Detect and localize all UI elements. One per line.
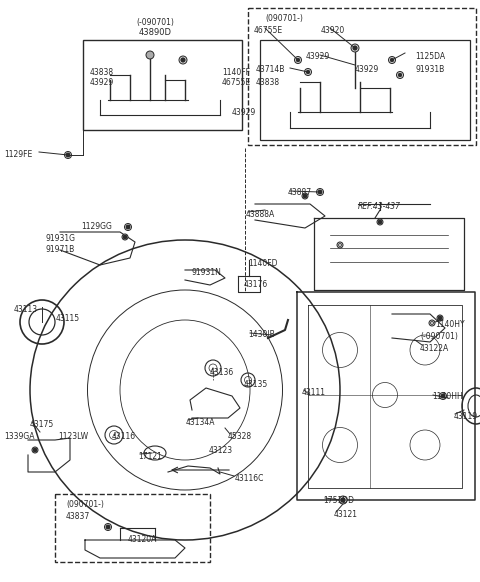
Text: (090701-): (090701-) [265,14,303,23]
Ellipse shape [353,46,357,50]
Ellipse shape [438,316,442,320]
Ellipse shape [123,235,127,239]
Text: 1140HY: 1140HY [435,320,465,329]
Text: 43116: 43116 [112,432,136,441]
Ellipse shape [318,190,322,194]
Ellipse shape [106,525,110,529]
Text: 1129FE: 1129FE [4,150,32,159]
Ellipse shape [146,51,154,59]
Text: 17121: 17121 [138,452,162,461]
Ellipse shape [437,315,443,321]
Text: 45328: 45328 [228,432,252,441]
Ellipse shape [339,496,347,504]
Text: 43116C: 43116C [235,474,264,483]
Ellipse shape [440,392,446,399]
Ellipse shape [307,70,310,73]
Ellipse shape [295,56,301,63]
Text: 1123LW: 1123LW [58,432,88,441]
Text: 43929: 43929 [90,78,114,87]
Text: 43120A: 43120A [128,535,157,544]
Ellipse shape [391,59,394,62]
Ellipse shape [303,194,307,198]
Ellipse shape [33,448,37,452]
Text: 1430JB: 1430JB [248,330,275,339]
Ellipse shape [105,523,111,531]
Text: 43113: 43113 [14,305,38,314]
Text: 43176: 43176 [244,280,268,289]
Text: (-090701): (-090701) [136,18,174,27]
Bar [248,8,476,145]
Ellipse shape [179,56,187,64]
Text: (-090701): (-090701) [420,332,458,341]
Ellipse shape [126,225,130,229]
Text: 43929: 43929 [232,108,256,117]
Text: 43135: 43135 [244,380,268,389]
Ellipse shape [398,73,401,76]
Text: 43838: 43838 [90,68,114,77]
Ellipse shape [341,498,345,502]
Text: 43119: 43119 [454,412,478,421]
Text: REF.43-437: REF.43-437 [358,202,401,211]
Ellipse shape [388,56,396,63]
Text: 43890D: 43890D [139,28,171,37]
Bar [260,40,470,140]
Text: 43115: 43115 [56,314,80,323]
Text: 91931N: 91931N [192,268,222,277]
Ellipse shape [378,220,382,224]
Bar [55,494,210,562]
Text: 43837: 43837 [66,512,90,521]
Text: 43920: 43920 [321,26,345,35]
Ellipse shape [316,189,324,196]
Ellipse shape [32,447,38,453]
Ellipse shape [441,394,445,398]
Ellipse shape [429,320,435,326]
Ellipse shape [337,242,343,248]
Text: 91971B: 91971B [46,245,75,254]
Text: 1140FD: 1140FD [248,259,277,268]
Ellipse shape [124,223,132,230]
Ellipse shape [351,44,359,52]
Ellipse shape [64,151,72,158]
Ellipse shape [302,193,308,199]
Text: 46755E: 46755E [222,78,251,87]
Text: 46755E: 46755E [254,26,283,35]
Ellipse shape [122,234,128,240]
Text: 91931B: 91931B [415,65,444,74]
Ellipse shape [339,496,347,503]
Text: 43123: 43123 [209,446,233,455]
Text: 43121: 43121 [334,510,358,519]
Text: 43888A: 43888A [246,210,275,219]
Text: 43838: 43838 [256,78,280,87]
Text: 43134A: 43134A [186,418,216,427]
Text: 43122A: 43122A [420,344,449,353]
Text: 43136: 43136 [210,368,234,377]
Text: 43175: 43175 [30,420,54,429]
Text: 1140HH: 1140HH [432,392,463,401]
Text: 1751DD: 1751DD [323,496,354,505]
Text: 1339GA: 1339GA [4,432,35,441]
Text: 43887: 43887 [288,188,312,197]
Ellipse shape [304,69,312,76]
Text: 1140FF: 1140FF [222,68,250,77]
Ellipse shape [377,219,383,225]
Text: 43714B: 43714B [256,65,286,74]
Ellipse shape [341,498,345,502]
Text: (090701-): (090701-) [66,500,104,509]
Ellipse shape [66,153,70,157]
Ellipse shape [181,58,185,62]
Text: 43929: 43929 [306,52,330,61]
Ellipse shape [297,59,300,62]
Text: 1129GG: 1129GG [81,222,112,231]
Text: 91931G: 91931G [46,234,76,243]
Text: 43929: 43929 [355,65,379,74]
Bar [83,40,242,130]
Text: 1125DA: 1125DA [415,52,445,61]
Ellipse shape [396,72,404,79]
Text: 43111: 43111 [302,388,326,397]
